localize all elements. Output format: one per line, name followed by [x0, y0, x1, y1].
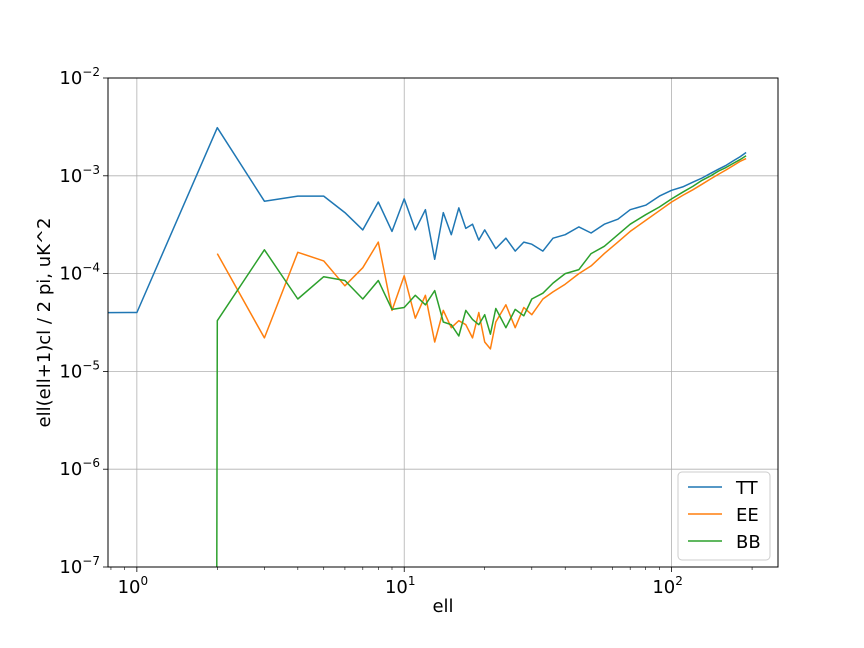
legend: TT EE BB [677, 471, 771, 561]
y-tick-label-0: 10−7 [59, 554, 100, 578]
series-lines [108, 126, 747, 567]
x-axis-label: ell [432, 596, 453, 617]
legend-label-tt: TT [735, 478, 759, 499]
series-line-ee [216, 157, 747, 350]
y-tick-label-2: 10−5 [59, 358, 100, 382]
grid-lines [108, 78, 778, 567]
legend-label-ee: EE [736, 505, 759, 526]
series-line-tt [108, 126, 747, 314]
y-tick-label-4: 10−3 [59, 163, 100, 187]
legend-label-bb: BB [736, 532, 761, 553]
y-axis-label: ell(ell+1)cl / 2 pi, uK^2 [34, 218, 55, 428]
legend-box [677, 471, 771, 561]
y-tick-label-3: 10−4 [59, 261, 100, 285]
series-line-bb [216, 155, 747, 567]
y-tick-label-5: 10−2 [59, 65, 100, 89]
plot-frame [107, 77, 779, 568]
y-tick-label-1: 10−6 [59, 456, 100, 480]
